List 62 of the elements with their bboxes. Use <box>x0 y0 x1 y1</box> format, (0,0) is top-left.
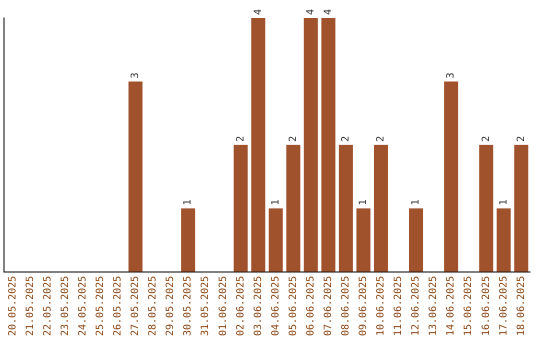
x-tick-label: 05.06.2025 <box>288 276 299 336</box>
data-label: 2 <box>516 136 527 142</box>
x-tick-label: 24.05.2025 <box>77 276 88 336</box>
data-label: 1 <box>410 199 422 206</box>
bar <box>234 144 248 272</box>
bar <box>496 208 511 272</box>
x-tick-label: 25.05.2025 <box>95 276 106 336</box>
x-tick-label: 03.06.2025 <box>252 276 264 336</box>
data-label: 2 <box>340 136 352 142</box>
x-tick-label: 07.06.2025 <box>322 276 334 336</box>
bar <box>286 144 300 272</box>
x-tick-label: 14.06.2025 <box>446 276 457 336</box>
data-label: 1 <box>182 199 194 206</box>
data-label: 3 <box>130 72 142 78</box>
x-tick-label: 13.06.2025 <box>428 276 440 336</box>
bar <box>181 208 196 272</box>
bar <box>304 18 318 272</box>
data-label: 2 <box>376 136 387 142</box>
bar <box>444 81 458 272</box>
x-tick-label: 20.05.2025 <box>7 276 18 336</box>
data-label: 4 <box>305 8 316 15</box>
x-tick-label: 27.05.2025 <box>130 276 142 336</box>
x-tick-label: 02.06.2025 <box>235 276 246 336</box>
bar <box>321 18 336 272</box>
x-tick-label: 31.05.2025 <box>200 276 212 336</box>
x-tick-label: 28.05.2025 <box>148 276 159 336</box>
x-tick-label: 01.06.2025 <box>218 276 229 336</box>
x-tick-label: 29.05.2025 <box>165 276 176 336</box>
data-label: 2 <box>288 136 299 142</box>
bar <box>338 144 353 272</box>
x-tick-label: 10.06.2025 <box>376 276 387 336</box>
x-tick-label: 26.05.2025 <box>112 276 124 336</box>
bar <box>409 208 424 272</box>
bar <box>128 81 143 272</box>
x-tick-label: 04.06.2025 <box>270 276 282 336</box>
bar <box>514 144 528 272</box>
data-label: 3 <box>446 72 457 78</box>
bar <box>479 144 494 272</box>
bar <box>374 144 388 272</box>
x-tick-label: 21.05.2025 <box>24 276 36 336</box>
data-label: 2 <box>480 136 492 142</box>
x-tick-label: 09.06.2025 <box>358 276 370 336</box>
x-tick-label: 15.06.2025 <box>463 276 474 336</box>
bar <box>251 18 266 272</box>
x-tick-label: 16.06.2025 <box>480 276 492 336</box>
x-tick-label: 22.05.2025 <box>42 276 54 336</box>
x-tick-label: 18.06.2025 <box>516 276 527 336</box>
data-label: 1 <box>270 199 282 206</box>
x-tick-label: 30.05.2025 <box>182 276 194 336</box>
data-label: 2 <box>235 136 246 142</box>
data-label: 4 <box>322 8 334 15</box>
x-tick-label: 08.06.2025 <box>340 276 352 336</box>
data-label: 1 <box>358 199 370 206</box>
x-tick-label: 23.05.2025 <box>60 276 71 336</box>
x-tick-label: 11.06.2025 <box>393 276 404 336</box>
bar <box>268 208 283 272</box>
data-label: 4 <box>252 8 264 15</box>
bar <box>356 208 370 272</box>
x-tick-label: 12.06.2025 <box>410 276 422 336</box>
x-tick-label: 06.06.2025 <box>305 276 316 336</box>
data-label: 1 <box>498 199 510 206</box>
x-tick-label: 17.06.2025 <box>498 276 510 336</box>
